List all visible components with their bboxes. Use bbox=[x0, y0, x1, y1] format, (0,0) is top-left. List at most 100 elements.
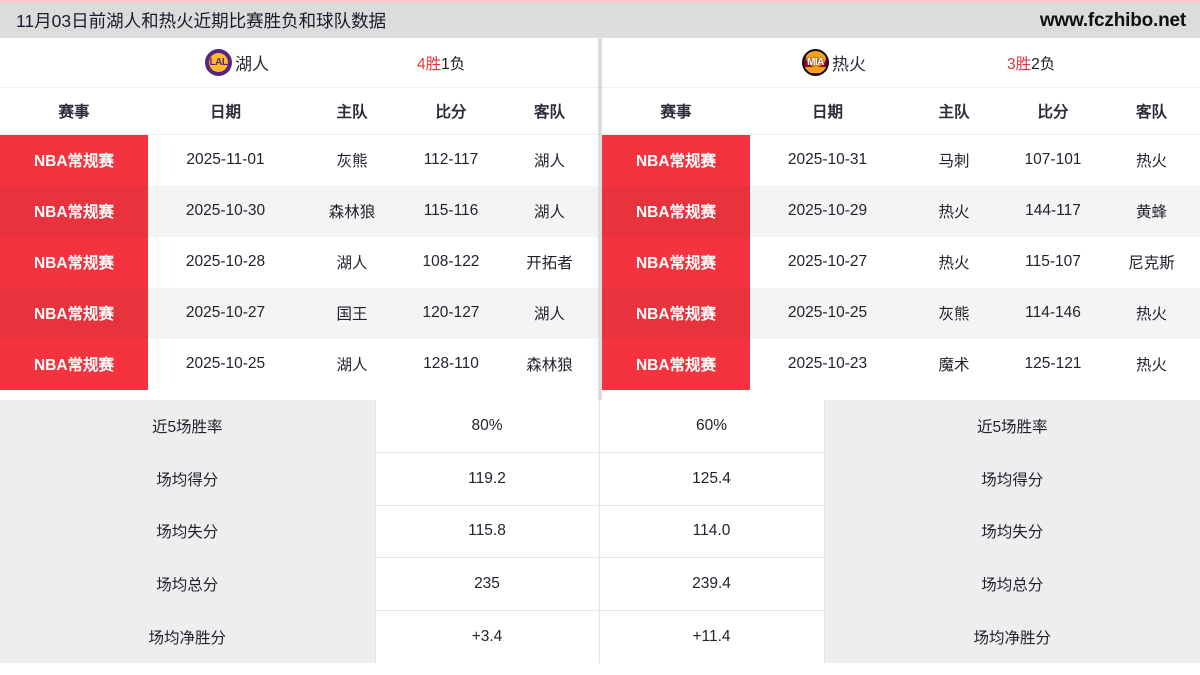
cell-home: 热火 bbox=[905, 236, 1003, 288]
league-badge: NBA常规赛 bbox=[0, 338, 148, 390]
cell-score: 144-117 bbox=[1003, 185, 1103, 237]
column-header-home[interactable]: 主队 bbox=[303, 88, 401, 135]
cell-league: NBA常规赛 bbox=[602, 236, 750, 288]
table-row[interactable]: NBA常规赛 2025-10-25 湖人 128-110 森林狼 bbox=[0, 338, 598, 390]
table-row[interactable]: NBA常规赛 2025-10-27 热火 115-107 尼克斯 bbox=[602, 236, 1200, 288]
cell-league: NBA常规赛 bbox=[602, 185, 750, 237]
stat-label-right: 场均净胜分 bbox=[824, 610, 1200, 663]
stat-value-left: 115.8 bbox=[374, 505, 600, 559]
cell-date: 2025-10-30 bbox=[148, 185, 303, 237]
league-badge: NBA常规赛 bbox=[0, 185, 148, 237]
team-stats-comparison: 近5场胜率 80% 60% 近5场胜率 场均得分 119.2 125.4 场均得… bbox=[0, 400, 1200, 675]
stat-value-right: 239.4 bbox=[598, 557, 825, 611]
cell-date: 2025-10-28 bbox=[148, 236, 303, 288]
stat-label-right: 近5场胜率 bbox=[824, 400, 1200, 454]
stat-label-right: 场均得分 bbox=[824, 452, 1200, 506]
table-row[interactable]: NBA常规赛 2025-10-23 魔术 125-121 热火 bbox=[602, 338, 1200, 390]
cell-date: 2025-10-23 bbox=[750, 338, 905, 390]
cell-date: 2025-10-25 bbox=[750, 287, 905, 339]
cell-league: NBA常规赛 bbox=[0, 134, 148, 186]
logo-text: LAL bbox=[209, 57, 228, 68]
page-title: 11月03日前湖人和热火近期比赛胜负和球队数据 bbox=[16, 11, 387, 31]
cell-score: 114-146 bbox=[1003, 287, 1103, 339]
panel-heat: MIA 热火 3胜2负 赛事 日期 主队 比分 bbox=[602, 38, 1200, 400]
cell-home: 马刺 bbox=[905, 134, 1003, 186]
column-header-date[interactable]: 日期 bbox=[750, 88, 905, 135]
column-header-home[interactable]: 主队 bbox=[905, 88, 1003, 135]
cell-away: 尼克斯 bbox=[1103, 236, 1200, 288]
cell-league: NBA常规赛 bbox=[0, 185, 148, 237]
table-row[interactable]: NBA常规赛 2025-10-29 热火 144-117 黄蜂 bbox=[602, 185, 1200, 237]
cell-league: NBA常规赛 bbox=[0, 287, 148, 339]
stats-row: 场均失分 115.8 114.0 场均失分 bbox=[0, 505, 1200, 559]
league-badge: NBA常规赛 bbox=[602, 287, 750, 339]
stat-value-right: 114.0 bbox=[598, 505, 825, 559]
league-badge: NBA常规赛 bbox=[602, 338, 750, 390]
column-header-away[interactable]: 客队 bbox=[501, 88, 598, 135]
table-row[interactable]: NBA常规赛 2025-10-25 灰熊 114-146 热火 bbox=[602, 287, 1200, 339]
stats-table: 近5场胜率 80% 60% 近5场胜率 场均得分 119.2 125.4 场均得… bbox=[0, 400, 1200, 663]
stat-value-right: +11.4 bbox=[598, 610, 825, 663]
team-name: 湖人 bbox=[235, 55, 269, 74]
cell-date: 2025-11-01 bbox=[148, 134, 303, 186]
column-header-score[interactable]: 比分 bbox=[1003, 88, 1103, 135]
cell-score: 120-127 bbox=[401, 287, 501, 339]
table-header-row: 赛事 日期 主队 比分 客队 bbox=[602, 88, 1200, 135]
table-row[interactable]: NBA常规赛 2025-10-28 湖人 108-122 开拓者 bbox=[0, 236, 598, 288]
cell-date: 2025-10-27 bbox=[750, 236, 905, 288]
team-identity[interactable]: LAL 湖人 bbox=[205, 49, 269, 76]
column-header-league[interactable]: 赛事 bbox=[0, 88, 148, 135]
team-identity[interactable]: MIA 热火 bbox=[802, 49, 866, 76]
stats-row: 场均得分 119.2 125.4 场均得分 bbox=[0, 452, 1200, 506]
record-losses: 1负 bbox=[441, 55, 466, 73]
column-header-score[interactable]: 比分 bbox=[401, 88, 501, 135]
panel-lakers: LAL 湖人 4胜1负 赛事 日期 主队 比分 bbox=[0, 38, 598, 400]
league-badge: NBA常规赛 bbox=[602, 236, 750, 288]
stat-value-left: +3.4 bbox=[374, 610, 600, 663]
cell-home: 灰熊 bbox=[905, 287, 1003, 339]
cell-league: NBA常规赛 bbox=[0, 338, 148, 390]
stats-row: 场均净胜分 +3.4 +11.4 场均净胜分 bbox=[0, 610, 1200, 663]
cell-home: 湖人 bbox=[303, 338, 401, 390]
site-watermark: www.fczhibo.net bbox=[1039, 9, 1186, 31]
cell-away: 森林狼 bbox=[501, 338, 598, 390]
stat-label-left: 场均净胜分 bbox=[0, 610, 375, 663]
league-badge: NBA常规赛 bbox=[602, 134, 750, 186]
stat-value-right: 60% bbox=[598, 400, 825, 454]
league-badge: NBA常规赛 bbox=[602, 185, 750, 237]
lakers-logo-icon: LAL bbox=[205, 49, 232, 76]
cell-score: 128-110 bbox=[401, 338, 501, 390]
column-header-away[interactable]: 客队 bbox=[1103, 88, 1200, 135]
league-badge: NBA常规赛 bbox=[0, 134, 148, 186]
cell-date: 2025-10-27 bbox=[148, 287, 303, 339]
cell-league: NBA常规赛 bbox=[0, 236, 148, 288]
record-wins: 3胜 bbox=[1007, 55, 1032, 73]
column-header-league[interactable]: 赛事 bbox=[602, 88, 750, 135]
cell-date: 2025-10-29 bbox=[750, 185, 905, 237]
table-row[interactable]: NBA常规赛 2025-10-30 森林狼 115-116 湖人 bbox=[0, 185, 598, 237]
cell-score: 115-107 bbox=[1003, 236, 1103, 288]
stat-value-right: 125.4 bbox=[598, 452, 825, 506]
team-header-lakers: LAL 湖人 4胜1负 bbox=[0, 38, 598, 88]
cell-score: 112-117 bbox=[401, 134, 501, 186]
team-header-heat: MIA 热火 3胜2负 bbox=[602, 38, 1200, 88]
cell-away: 热火 bbox=[1103, 134, 1200, 186]
stat-label-left: 场均得分 bbox=[0, 452, 375, 506]
column-header-date[interactable]: 日期 bbox=[148, 88, 303, 135]
stat-label-left: 近5场胜率 bbox=[0, 400, 375, 454]
table-row[interactable]: NBA常规赛 2025-10-27 国王 120-127 湖人 bbox=[0, 287, 598, 339]
cell-home: 湖人 bbox=[303, 236, 401, 288]
team-panels: LAL 湖人 4胜1负 赛事 日期 主队 比分 bbox=[0, 38, 1200, 400]
cell-home: 热火 bbox=[905, 185, 1003, 237]
table-row[interactable]: NBA常规赛 2025-10-31 马刺 107-101 热火 bbox=[602, 134, 1200, 186]
table-header-row: 赛事 日期 主队 比分 客队 bbox=[0, 88, 598, 135]
stat-value-left: 119.2 bbox=[374, 452, 600, 506]
cell-away: 湖人 bbox=[501, 134, 598, 186]
team-record: 3胜2负 bbox=[1007, 52, 1055, 74]
stats-row: 近5场胜率 80% 60% 近5场胜率 bbox=[0, 400, 1200, 454]
table-row[interactable]: NBA常规赛 2025-11-01 灰熊 112-117 湖人 bbox=[0, 134, 598, 186]
stat-value-left: 235 bbox=[374, 557, 600, 611]
games-table-lakers: 赛事 日期 主队 比分 客队 NBA常规赛 2025-11-01 灰熊 bbox=[0, 88, 598, 390]
logo-text: MIA bbox=[807, 57, 824, 68]
